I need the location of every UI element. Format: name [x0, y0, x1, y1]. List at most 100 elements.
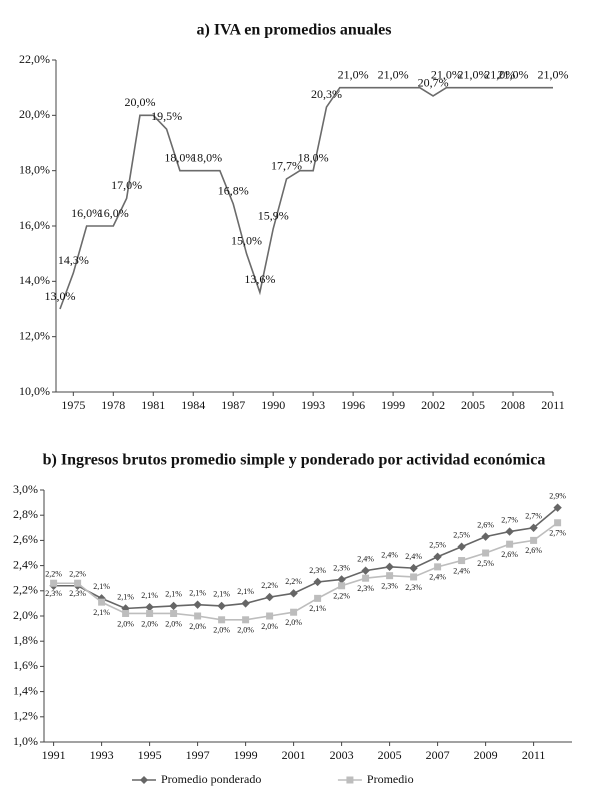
y-tick-label: 2,0%	[13, 608, 38, 622]
y-tick-label: 1,8%	[13, 633, 38, 647]
point	[266, 612, 274, 620]
y-tick-label: 2,4%	[13, 557, 38, 571]
x-tick-label: 1999	[234, 748, 258, 762]
data-label: 2,6%	[501, 550, 518, 559]
y-tick-label: 12,0%	[19, 328, 50, 342]
data-label: 2,1%	[165, 590, 182, 599]
data-label: 2,5%	[429, 541, 446, 550]
data-label: 21,0%	[338, 67, 369, 81]
legend-label: Promedio ponderado	[161, 772, 261, 786]
data-label: 2,1%	[213, 590, 230, 599]
data-label: 2,4%	[381, 551, 398, 560]
data-label: 2,6%	[525, 546, 542, 555]
point	[506, 540, 514, 548]
data-label: 18,0%	[298, 150, 329, 164]
data-label: 2,4%	[453, 566, 470, 575]
point	[337, 575, 346, 584]
data-label: 2,3%	[333, 563, 350, 572]
data-label: 2,7%	[549, 529, 566, 538]
y-tick-label: 3,0%	[13, 482, 38, 496]
legend-label: Promedio	[367, 772, 414, 786]
data-label: 2,0%	[189, 622, 206, 631]
x-tick-label: 1981	[141, 398, 165, 412]
data-label: 2,2%	[285, 577, 302, 586]
data-label: 15,0%	[231, 233, 262, 247]
x-tick-label: 2005	[461, 398, 485, 412]
point	[193, 600, 202, 609]
x-tick-label: 2009	[474, 748, 498, 762]
point	[434, 563, 442, 571]
data-label: 2,7%	[501, 515, 518, 524]
series-line	[53, 522, 559, 621]
data-label: 2,3%	[309, 566, 326, 575]
data-label: 2,2%	[261, 581, 278, 590]
data-label: 2,4%	[429, 573, 446, 582]
data-label: 17,7%	[271, 159, 302, 173]
point	[265, 592, 274, 602]
point	[410, 573, 418, 581]
point	[241, 599, 250, 608]
data-label: 16,0%	[98, 206, 129, 220]
y-tick-label: 16,0%	[19, 218, 50, 232]
data-label: 2,1%	[309, 604, 326, 613]
point	[505, 527, 514, 536]
y-tick-label: 10,0%	[19, 384, 50, 398]
y-tick-label: 1,6%	[13, 658, 38, 672]
data-label: 2,5%	[453, 531, 470, 540]
data-label: 18,0%	[191, 150, 222, 164]
point	[482, 549, 490, 557]
data-label: 2,0%	[141, 619, 158, 628]
point	[457, 542, 466, 551]
data-label: 19,5%	[151, 109, 182, 123]
data-label: 2,1%	[93, 608, 110, 617]
data-label: 2,0%	[261, 622, 278, 631]
data-label: 2,0%	[117, 619, 134, 628]
point	[530, 536, 538, 544]
data-label: 21,0%	[538, 67, 569, 81]
data-label: 2,1%	[237, 587, 254, 596]
point	[313, 577, 322, 587]
x-tick-label: 1993	[90, 748, 114, 762]
data-label: 2,0%	[165, 619, 182, 628]
point	[458, 557, 466, 565]
x-tick-label: 2005	[378, 748, 402, 762]
x-tick-label: 2011	[541, 398, 565, 412]
data-label: 2,3%	[357, 584, 374, 593]
data-label: 2,5%	[477, 559, 494, 568]
point	[361, 566, 370, 575]
data-label: 18,0%	[164, 150, 195, 164]
x-tick-label: 1997	[186, 748, 210, 762]
data-label: 20,7%	[418, 76, 449, 90]
point	[122, 609, 130, 617]
x-tick-label: 1990	[261, 398, 285, 412]
point	[385, 562, 394, 572]
point	[433, 552, 442, 561]
series-line	[53, 507, 559, 610]
data-label: 2,3%	[69, 589, 86, 598]
point	[338, 582, 346, 590]
data-label: 16,0%	[71, 206, 102, 220]
data-label: 2,1%	[189, 588, 206, 597]
data-label: 2,2%	[45, 570, 62, 579]
point	[409, 563, 418, 573]
data-label: 2,2%	[333, 592, 350, 601]
x-tick-label: 2003	[330, 748, 354, 762]
x-tick-label: 1991	[42, 748, 66, 762]
data-label: 14,3%	[58, 253, 89, 267]
chart-title: b) Ingresos brutos promedio simple y pon…	[43, 452, 546, 469]
x-tick-label: 2002	[421, 398, 445, 412]
y-tick-label: 1,2%	[13, 709, 38, 723]
point	[98, 598, 106, 606]
data-label: 2,0%	[285, 618, 302, 627]
x-tick-label: 2001	[282, 748, 306, 762]
y-tick-label: 2,6%	[13, 532, 38, 546]
data-label: 21,0%	[378, 67, 409, 81]
point	[194, 612, 202, 620]
data-label: 21,0%	[431, 67, 462, 81]
x-tick-label: 1999	[381, 398, 405, 412]
legend-marker	[346, 776, 354, 784]
data-label: 2,3%	[405, 583, 422, 592]
x-tick-label: 1984	[181, 398, 205, 412]
